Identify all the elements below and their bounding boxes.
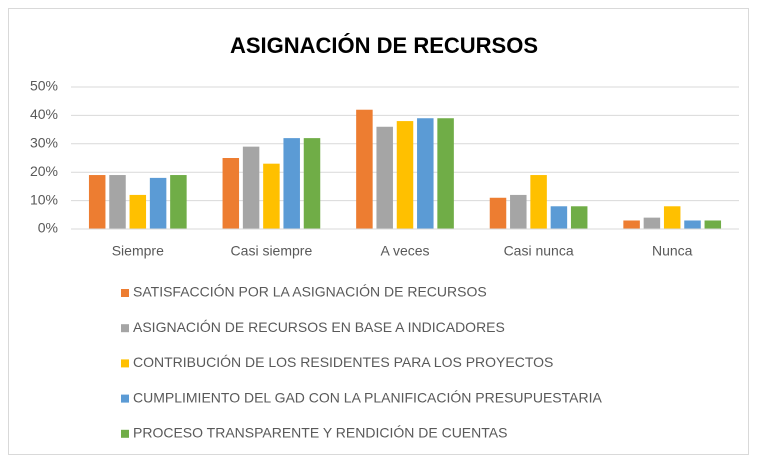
chart-border xyxy=(8,8,749,455)
y-tick-label: 0% xyxy=(38,220,58,236)
bar xyxy=(663,206,681,229)
legend-label: CUMPLIMIENTO DEL GAD CON LA PLANIFICACIÓ… xyxy=(133,389,602,405)
legend-label: SATISFACCIÓN POR LA ASIGNACIÓN DE RECURS… xyxy=(133,284,487,300)
y-tick-label: 10% xyxy=(30,191,58,207)
x-tick-label: Siempre xyxy=(112,243,164,259)
bar xyxy=(109,175,126,229)
chart-title: ASIGNACIÓN DE RECURSOS xyxy=(230,33,538,58)
bar xyxy=(623,220,640,229)
bar xyxy=(303,138,321,229)
y-tick-label: 20% xyxy=(30,163,58,179)
y-tick-label: 40% xyxy=(30,106,58,122)
legend-swatch xyxy=(121,359,129,368)
bar xyxy=(550,206,568,229)
bar xyxy=(129,194,147,229)
legend-swatch xyxy=(121,289,129,297)
bar xyxy=(510,194,527,229)
bar xyxy=(489,197,507,229)
bar xyxy=(437,118,454,229)
bar xyxy=(417,118,434,229)
legend-label: CONTRIBUCIÓN DE LOS RESIDENTES PARA LOS … xyxy=(133,354,553,370)
y-tick-label: 50% xyxy=(30,78,58,94)
legend-swatch xyxy=(121,324,129,333)
bar xyxy=(88,175,106,229)
bar xyxy=(263,163,280,229)
bar xyxy=(704,220,722,229)
bar xyxy=(684,220,701,229)
x-tick-label: Casi siempre xyxy=(231,243,313,259)
bar xyxy=(283,138,300,229)
x-tick-label: A veces xyxy=(380,243,429,259)
bar xyxy=(376,126,393,229)
legend-label: ASIGNACIÓN DE RECURSOS EN BASE A INDICAD… xyxy=(133,319,505,335)
bar xyxy=(570,206,588,229)
legend-label: PROCESO TRANSPARENTE Y RENDICIÓN DE CUEN… xyxy=(133,425,507,441)
y-tick-label: 30% xyxy=(30,135,58,151)
bar xyxy=(170,175,187,229)
bar xyxy=(242,146,260,229)
bar xyxy=(530,175,547,229)
bar xyxy=(222,158,240,229)
legend-swatch xyxy=(121,394,129,403)
bar xyxy=(643,217,661,229)
bar xyxy=(149,177,167,229)
bar xyxy=(396,121,414,229)
x-tick-label: Nunca xyxy=(652,243,693,259)
x-tick-label: Casi nunca xyxy=(504,243,574,259)
legend-swatch xyxy=(121,429,129,438)
bar xyxy=(356,109,373,229)
